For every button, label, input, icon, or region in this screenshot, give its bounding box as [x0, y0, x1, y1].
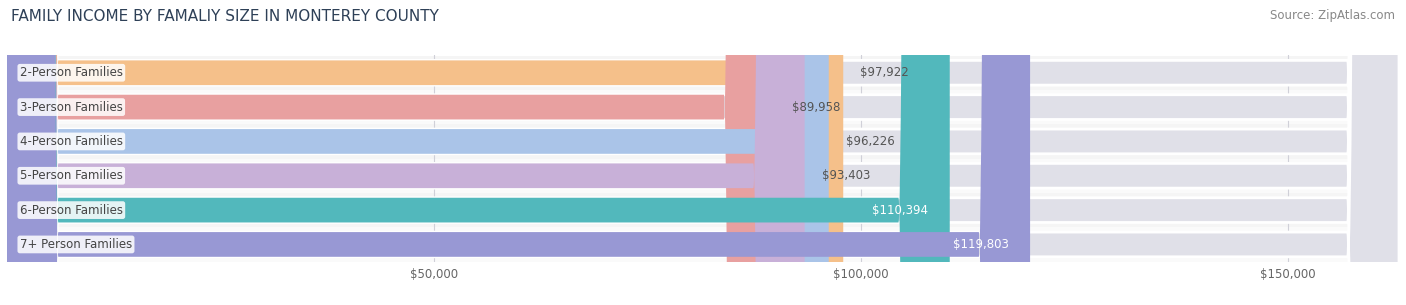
Text: Source: ZipAtlas.com: Source: ZipAtlas.com: [1270, 9, 1395, 22]
Bar: [7, 159, 1399, 193]
Bar: [7, 124, 1399, 159]
Text: 4-Person Families: 4-Person Families: [20, 135, 122, 148]
Text: $93,403: $93,403: [821, 169, 870, 182]
FancyBboxPatch shape: [7, 0, 1399, 305]
Text: $89,958: $89,958: [793, 101, 841, 113]
Text: 2-Person Families: 2-Person Families: [20, 66, 122, 79]
FancyBboxPatch shape: [7, 0, 804, 305]
FancyBboxPatch shape: [7, 0, 1399, 305]
Bar: [7, 227, 1399, 262]
FancyBboxPatch shape: [7, 0, 1399, 305]
Text: 6-Person Families: 6-Person Families: [20, 204, 122, 217]
Text: 7+ Person Families: 7+ Person Families: [20, 238, 132, 251]
Text: $96,226: $96,226: [846, 135, 894, 148]
Bar: [7, 193, 1399, 227]
FancyBboxPatch shape: [7, 0, 1399, 305]
FancyBboxPatch shape: [7, 0, 828, 305]
Text: $110,394: $110,394: [872, 204, 928, 217]
FancyBboxPatch shape: [7, 0, 844, 305]
Text: 3-Person Families: 3-Person Families: [20, 101, 122, 113]
Text: $97,922: $97,922: [860, 66, 910, 79]
FancyBboxPatch shape: [7, 0, 1399, 305]
FancyBboxPatch shape: [7, 0, 1399, 305]
Bar: [7, 90, 1399, 124]
FancyBboxPatch shape: [7, 0, 1031, 305]
Bar: [7, 56, 1399, 90]
FancyBboxPatch shape: [7, 0, 949, 305]
Text: FAMILY INCOME BY FAMALIY SIZE IN MONTEREY COUNTY: FAMILY INCOME BY FAMALIY SIZE IN MONTERE…: [11, 9, 439, 24]
Text: 5-Person Families: 5-Person Families: [20, 169, 122, 182]
FancyBboxPatch shape: [7, 0, 775, 305]
Text: $119,803: $119,803: [953, 238, 1008, 251]
